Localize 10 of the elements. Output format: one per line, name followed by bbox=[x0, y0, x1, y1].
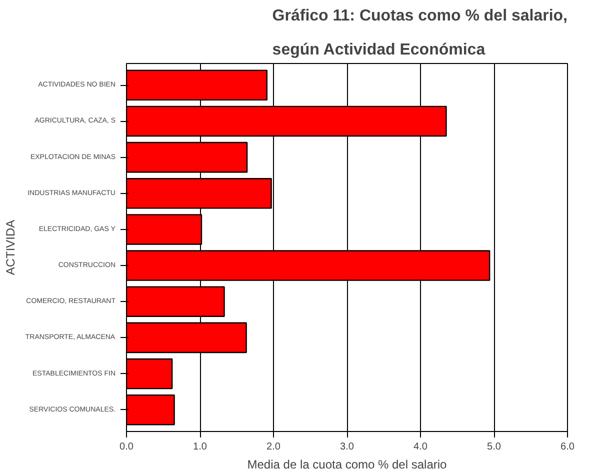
y-axis-title: ACTIVIDA bbox=[3, 220, 18, 276]
x-tick-label: 3.0 bbox=[340, 442, 354, 452]
x-axis-title: Media de la cuota como % del salario bbox=[247, 458, 448, 472]
x-tick-label: 5.0 bbox=[487, 442, 502, 452]
x-tick-label: 4.0 bbox=[414, 442, 428, 452]
x-tick-label: 2.0 bbox=[266, 442, 281, 452]
x-tick-label: 6.0 bbox=[560, 442, 575, 452]
x-tick-label: 0.0 bbox=[120, 442, 134, 452]
chart-title: Gráfico 11: Cuotas como % del salario, según Actividad Económica bbox=[272, 8, 568, 58]
x-tick-label: 1.0 bbox=[193, 442, 208, 452]
